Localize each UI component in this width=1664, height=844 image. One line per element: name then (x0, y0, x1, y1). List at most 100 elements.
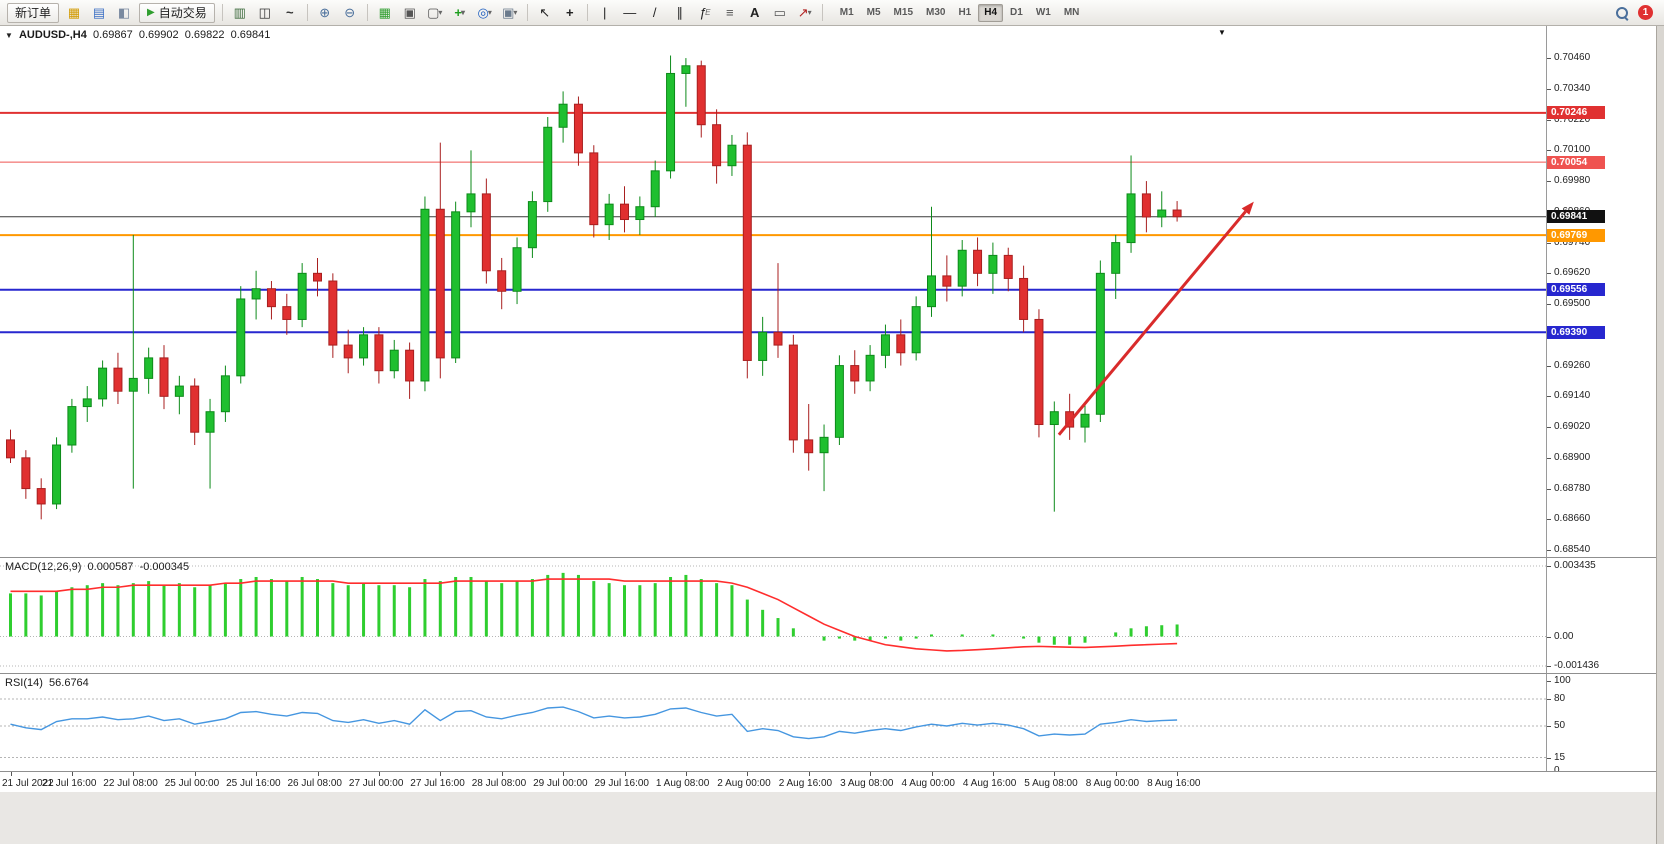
price-chart-panel[interactable]: ▼ AUDUSD-,H4 0.69867 0.69902 0.69822 0.6… (0, 26, 1546, 557)
candle-body (451, 211, 461, 359)
candle-body (558, 103, 568, 128)
rsi-line (10, 706, 1178, 740)
tile-windows-icon[interactable]: ▦ (378, 4, 391, 20)
time-tick-mark (808, 772, 810, 776)
time-label: 29 Jul 00:00 (533, 778, 588, 789)
timeframe-mn[interactable]: MN (1063, 6, 1080, 18)
candle-body (727, 144, 737, 167)
timeframe-m30[interactable]: M30 (926, 6, 946, 18)
text-icon[interactable]: A (750, 5, 760, 20)
new-order-button[interactable]: 新订单 (7, 2, 60, 23)
trend-arrow-line[interactable] (1057, 210, 1247, 436)
price-tick-mark (1547, 88, 1551, 90)
time-tick-mark (10, 772, 12, 776)
candle-body (681, 65, 691, 74)
timeframe-h4[interactable]: H4 (978, 3, 1004, 22)
rsi-tick-label: 50 (1554, 720, 1566, 731)
price-tick-mark (1547, 457, 1551, 459)
candlestick-chart[interactable] (0, 26, 1546, 557)
time-label: 21 Jul 16:00 (41, 778, 97, 789)
time-axis[interactable]: 21 Jul 2022 21 Jul 16:00 22 Jul 08:00 25 Ju… (0, 771, 1656, 792)
candle-body (604, 203, 614, 226)
macd-tick-mark (1547, 636, 1551, 638)
candle-body (481, 193, 491, 272)
rsi-tick-mark (1547, 757, 1551, 759)
macd-axis[interactable]: 0.003435 0.00 -0.001436 (1546, 557, 1656, 673)
time-tick-mark (378, 772, 380, 776)
timeframe-bar: M1 M5 M15 M30 H1 H4 D1 W1 MN (834, 3, 1086, 22)
rsi-tick-label: 15 (1554, 751, 1566, 763)
rsi-chart[interactable] (0, 674, 1546, 771)
candlestick-chart-icon[interactable]: ◫ (258, 4, 271, 20)
auto-trading-label: 自动交易 (158, 6, 207, 20)
chart-shift-marker[interactable]: ▼ (1218, 28, 1226, 37)
search-icon[interactable] (1614, 5, 1630, 21)
zoom-out-icon[interactable]: ⊖ (344, 4, 356, 20)
cursor-icon[interactable]: ↖ (539, 4, 551, 20)
rsi-tick-mark (1547, 726, 1551, 727)
vertical-line-icon[interactable]: | (603, 5, 607, 20)
time-label: 2 Aug 00:00 (717, 778, 771, 789)
bar-chart-icon[interactable]: ▥ (233, 4, 246, 20)
candle-body (880, 334, 890, 356)
time-tick-mark (256, 772, 258, 776)
timeframe-m15[interactable]: M15 (893, 6, 913, 18)
notification-badge[interactable]: 1 (1638, 5, 1653, 20)
candle-body (942, 275, 952, 287)
macd-panel[interactable]: MACD(12,26,9) 0.000587 -0.000345 (0, 557, 1546, 673)
navigator-icon[interactable]: ◎ ▾ (477, 4, 492, 20)
price-tick-label: 0.68780 (1554, 482, 1591, 494)
candle-body (834, 365, 844, 438)
trendline-icon[interactable]: / (652, 5, 657, 20)
rsi-axis[interactable]: 100 80 50 15 0 (1546, 673, 1656, 776)
price-tick-label: 0.70100 (1554, 144, 1591, 156)
rsi-tick-mark (1547, 681, 1551, 682)
market-watch-icon[interactable]: ▤ (92, 4, 106, 20)
line-chart-icon[interactable]: ~ (285, 5, 294, 20)
timeframe-w1[interactable]: W1 (1035, 6, 1051, 18)
time-label: 29 Jul 16:00 (594, 778, 650, 789)
price-tick-label: 0.69980 (1554, 175, 1591, 187)
macd-chart[interactable] (0, 558, 1546, 673)
timeframe-m5[interactable]: M5 (866, 6, 881, 18)
auto-trading-button[interactable]: ▶ 自动交易 (139, 2, 215, 23)
candle-body (374, 334, 384, 372)
data-window-icon[interactable]: ◧ (117, 4, 131, 20)
candle-body (973, 249, 983, 274)
timeframe-h1[interactable]: H1 (958, 6, 972, 18)
toolbar-separator (586, 4, 588, 21)
price-tick-label: 0.69620 (1554, 267, 1591, 279)
price-axis[interactable]: 0.704600.703400.702200.701000.699800.698… (1546, 26, 1656, 557)
chart-template-icon[interactable]: ▣ ▾ (502, 4, 518, 20)
chart-list-icon[interactable]: ▢ ▾ (427, 4, 443, 20)
timeframe-m1[interactable]: M1 (839, 6, 854, 18)
chart-profiles-icon[interactable]: ▦ (67, 4, 81, 20)
crosshair-icon[interactable]: + (565, 5, 574, 20)
new-chart-icon[interactable]: ▣ (403, 4, 416, 20)
text-label-icon[interactable]: ▭ (773, 4, 786, 20)
add-indicator-icon[interactable]: + ▾ (454, 5, 466, 20)
channel-icon[interactable]: ∥ (676, 4, 683, 20)
timeframe-d1[interactable]: D1 (1010, 6, 1023, 18)
time-tick-mark (317, 772, 319, 776)
price-tick-label: 0.68540 (1554, 544, 1591, 556)
cycle-lines-icon[interactable]: ≡ (725, 5, 734, 20)
horizontal-line-icon[interactable]: — (623, 5, 637, 20)
candle-body (742, 144, 752, 361)
rsi-title: RSI(14) (5, 677, 43, 689)
macd-title: MACD(12,26,9) (5, 561, 82, 573)
price-tick-label: 0.69020 (1554, 421, 1591, 433)
rsi-panel[interactable]: RSI(14) 56.6764 (0, 673, 1546, 771)
candle-body (1049, 411, 1059, 426)
time-tick-mark (624, 772, 626, 776)
candle-body (988, 254, 998, 274)
chart-collapse-icon[interactable]: ▼ (5, 31, 13, 40)
time-tick-mark (685, 772, 687, 776)
arrows-icon[interactable]: ↗ ▾ (797, 4, 812, 20)
time-label: 21 Jul 2022 (2, 778, 54, 789)
zoom-in-icon[interactable]: ⊕ (319, 4, 331, 20)
macd-tick-label: 0.003435 (1554, 560, 1596, 571)
time-tick-mark (1054, 772, 1056, 776)
time-tick-mark (133, 772, 135, 776)
